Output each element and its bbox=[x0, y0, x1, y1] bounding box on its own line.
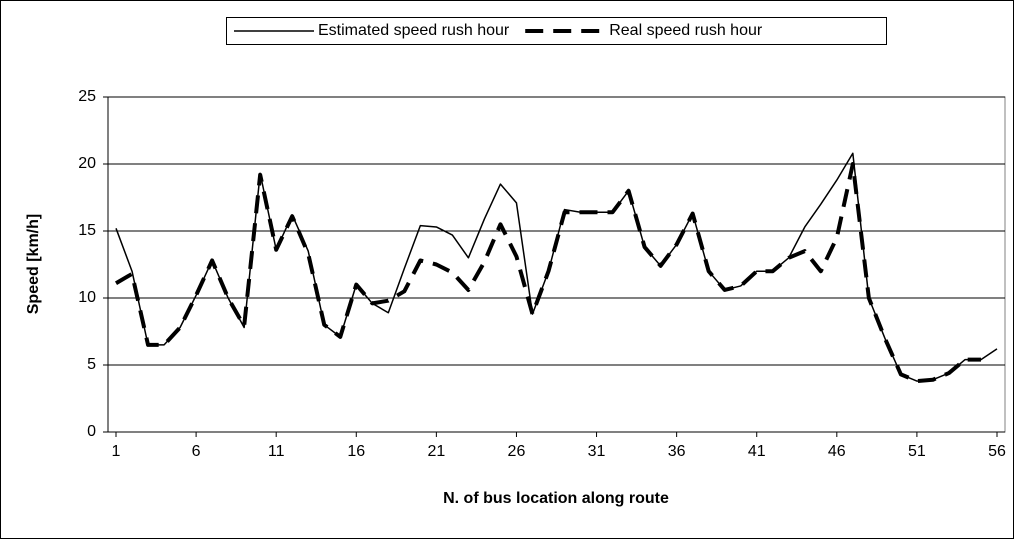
y-tick-label: 15 bbox=[78, 222, 96, 239]
y-tick-label: 25 bbox=[78, 88, 96, 105]
y-tick-label: 0 bbox=[87, 423, 96, 440]
y-axis-title: Speed [km/h] bbox=[25, 214, 42, 314]
legend-label: Real speed rush hour bbox=[609, 22, 763, 39]
x-tick-label: 11 bbox=[268, 443, 285, 460]
x-axis-title: N. of bus location along route bbox=[443, 490, 669, 507]
plot-area bbox=[107, 96, 1006, 433]
x-tick-label: 56 bbox=[988, 443, 1006, 460]
y-tick-label: 5 bbox=[87, 356, 96, 373]
legend-label: Estimated speed rush hour bbox=[318, 22, 510, 39]
x-tick-label: 1 bbox=[112, 443, 121, 460]
x-tick-label: 36 bbox=[668, 443, 686, 460]
y-tick-label: 10 bbox=[78, 289, 96, 306]
x-tick-label: 21 bbox=[427, 443, 445, 460]
x-tick-label: 51 bbox=[908, 443, 926, 460]
x-tick-label: 26 bbox=[508, 443, 526, 460]
x-tick-label: 46 bbox=[828, 443, 846, 460]
series-line bbox=[114, 162, 981, 384]
x-tick-label: 16 bbox=[347, 443, 365, 460]
x-tick-label: 31 bbox=[588, 443, 606, 460]
x-tick-label: 6 bbox=[192, 443, 201, 460]
x-tick-label: 41 bbox=[748, 443, 766, 460]
y-tick-label: 20 bbox=[78, 155, 96, 172]
